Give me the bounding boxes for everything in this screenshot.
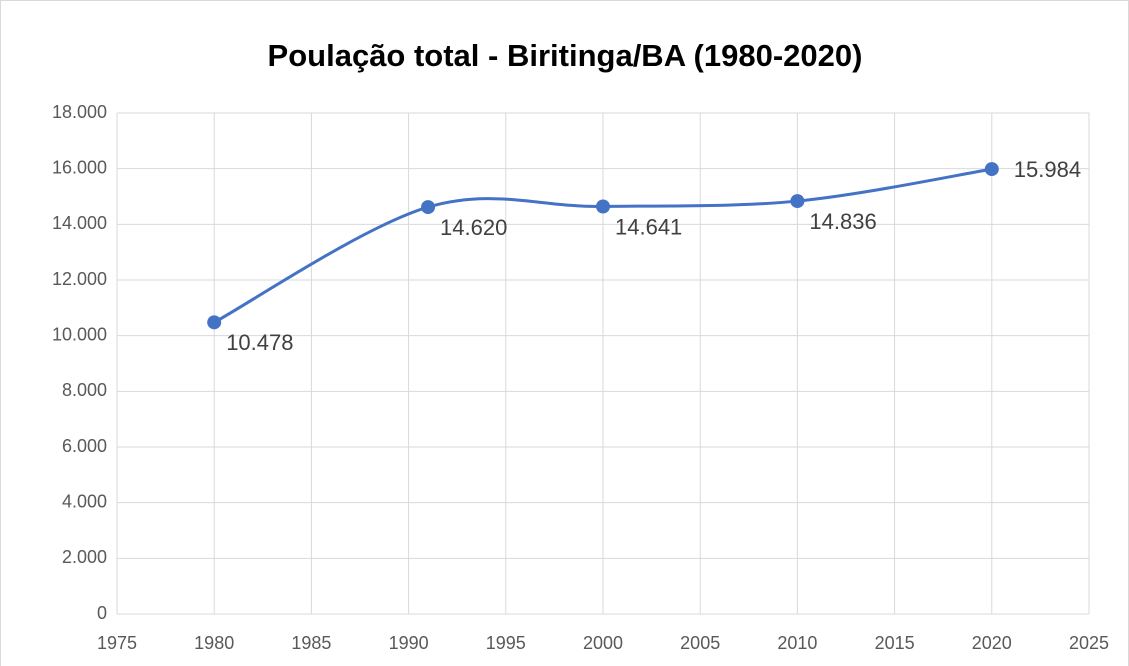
- y-tick-label: 2.000: [62, 547, 107, 567]
- y-tick-label: 14.000: [52, 213, 107, 233]
- y-tick-label: 18.000: [52, 102, 107, 122]
- x-tick-label: 2000: [583, 633, 623, 653]
- x-tick-label: 1995: [486, 633, 526, 653]
- data-label: 14.836: [809, 209, 876, 234]
- x-tick-label: 2015: [875, 633, 915, 653]
- x-tick-label: 1980: [194, 633, 234, 653]
- y-tick-label: 0: [97, 603, 107, 623]
- point: [984, 162, 999, 177]
- x-tick-label: 1990: [389, 633, 429, 653]
- data-label: 10.478: [226, 330, 293, 355]
- data-label: 15.984: [1014, 157, 1081, 182]
- point: [790, 194, 805, 209]
- data-label: 14.641: [615, 214, 682, 239]
- y-tick-label: 16.000: [52, 157, 107, 177]
- y-tick-label: 8.000: [62, 380, 107, 400]
- point: [596, 199, 610, 214]
- point: [421, 200, 436, 215]
- chart-title: Poulação total - Biritinga/BA (1980-2020…: [268, 38, 863, 73]
- y-tick-label: 4.000: [62, 491, 107, 511]
- x-tick-label: 2010: [777, 633, 817, 653]
- x-tick-label: 2005: [680, 633, 720, 653]
- x-tick-label: 2025: [1069, 633, 1109, 653]
- y-tick-label: 10.000: [52, 324, 107, 344]
- y-tick-label: 12.000: [52, 269, 107, 289]
- y-tick-label: 6.000: [62, 436, 107, 456]
- data-label: 14.620: [440, 215, 507, 240]
- x-tick-label: 2020: [972, 633, 1012, 653]
- x-tick-label: 1985: [291, 633, 331, 653]
- x-tick-label: 1975: [97, 633, 137, 653]
- point: [207, 315, 222, 330]
